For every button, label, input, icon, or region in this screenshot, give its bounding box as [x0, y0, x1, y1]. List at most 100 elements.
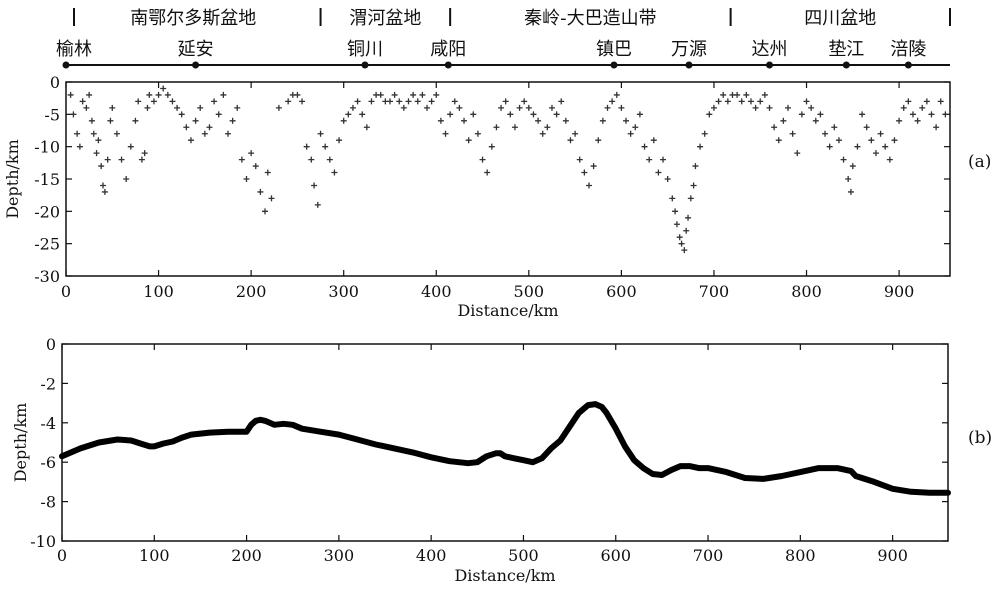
- y-tick-label-a: -15: [34, 170, 60, 189]
- quake-point: [363, 124, 370, 131]
- quake-point: [98, 163, 105, 170]
- quake-point: [268, 195, 275, 202]
- quake-point: [780, 117, 787, 124]
- quake-point: [107, 117, 114, 124]
- station-dot: [842, 61, 850, 69]
- quake-point: [127, 143, 134, 150]
- x-tick-label-a: 400: [421, 282, 452, 301]
- y-tick-label-a: 0: [50, 73, 60, 92]
- quake-point: [854, 143, 861, 150]
- quake-point: [766, 104, 773, 111]
- quake-point: [144, 104, 151, 111]
- quake-point: [294, 91, 301, 98]
- panel-label-a: (a): [968, 152, 991, 172]
- quake-point: [502, 98, 509, 105]
- quake-point: [660, 156, 667, 163]
- quake-point: [262, 208, 269, 215]
- quake-point: [847, 188, 854, 195]
- quake-point: [576, 156, 583, 163]
- quake-point: [132, 117, 139, 124]
- quake-point: [701, 130, 708, 137]
- region-label: 渭河盆地: [349, 8, 421, 29]
- station-dot: [444, 61, 452, 69]
- quake-point: [687, 195, 694, 202]
- quake-point: [676, 234, 683, 241]
- quake-point: [849, 163, 856, 170]
- quake-point: [141, 150, 148, 157]
- x-tick-label-a: 700: [699, 282, 730, 301]
- quake-point: [553, 111, 560, 118]
- quake-point: [681, 247, 688, 254]
- region-dividers: [73, 8, 951, 26]
- quake-point: [498, 104, 505, 111]
- station-dot: [765, 61, 773, 69]
- quake-point: [812, 117, 819, 124]
- quake-point: [447, 111, 454, 118]
- quake-point: [155, 91, 162, 98]
- quake-point: [840, 156, 847, 163]
- quake-point: [669, 195, 676, 202]
- quake-point: [599, 117, 606, 124]
- quake-point: [104, 156, 111, 163]
- quake-point: [761, 91, 768, 98]
- station-markers: 榆林 延安 铜川 咸阳 镇巴 万源 达州 垫江 涪陵: [56, 39, 926, 69]
- quake-point: [308, 156, 315, 163]
- quake-point: [160, 85, 167, 92]
- x-tick-label-a: 100: [143, 282, 174, 301]
- quake-point: [414, 98, 421, 105]
- quake-point: [923, 98, 930, 105]
- x-tick-label-b: 400: [416, 546, 447, 565]
- earthquake-points: [67, 85, 949, 254]
- quake-point: [747, 98, 754, 105]
- quake-point: [187, 137, 194, 144]
- x-tick-label-a: 0: [61, 282, 71, 301]
- quake-point: [303, 143, 310, 150]
- quake-point: [386, 98, 393, 105]
- station-dot: [361, 61, 369, 69]
- quake-point: [511, 124, 518, 131]
- quake-point: [928, 111, 935, 118]
- quake-point: [215, 111, 222, 118]
- quake-point: [377, 91, 384, 98]
- quake-point: [678, 240, 685, 247]
- quake-point: [488, 143, 495, 150]
- quake-point: [690, 182, 697, 189]
- quake-point: [794, 150, 801, 157]
- plot-frame-b: [61, 343, 949, 542]
- quake-point: [530, 111, 537, 118]
- quake-point: [359, 111, 366, 118]
- quake-point: [206, 124, 213, 131]
- quake-point: [285, 98, 292, 105]
- x-tick-label-a: 200: [236, 282, 267, 301]
- quake-point: [433, 91, 440, 98]
- quake-point: [877, 130, 884, 137]
- quake-point: [252, 163, 259, 170]
- quake-point: [345, 111, 352, 118]
- quake-point: [937, 98, 944, 105]
- quake-point: [474, 130, 481, 137]
- quake-point: [672, 208, 679, 215]
- station-label: 涪陵: [890, 39, 926, 60]
- quake-point: [872, 150, 879, 157]
- x-tick-label-b: 100: [139, 546, 170, 565]
- quake-point: [697, 143, 704, 150]
- quake-point: [109, 104, 116, 111]
- station-label: 榆林: [56, 39, 92, 60]
- quake-point: [525, 104, 532, 111]
- quake-point: [428, 98, 435, 105]
- quake-point: [859, 111, 866, 118]
- quake-point: [192, 117, 199, 124]
- ticks-a: 0 100 200 300 400 500 600 700 800 900 0 -5 -10 -15 -20…: [34, 73, 950, 301]
- quake-point: [456, 104, 463, 111]
- station-label: 万源: [671, 39, 707, 60]
- quake-point: [604, 104, 611, 111]
- quake-point: [326, 156, 333, 163]
- x-tick-label-b: 300: [324, 546, 355, 565]
- y-tick-label-a: -10: [34, 138, 60, 157]
- quake-point: [808, 104, 815, 111]
- quake-point: [891, 137, 898, 144]
- quake-point: [234, 104, 241, 111]
- quake-point: [396, 98, 403, 105]
- quake-point: [558, 98, 565, 105]
